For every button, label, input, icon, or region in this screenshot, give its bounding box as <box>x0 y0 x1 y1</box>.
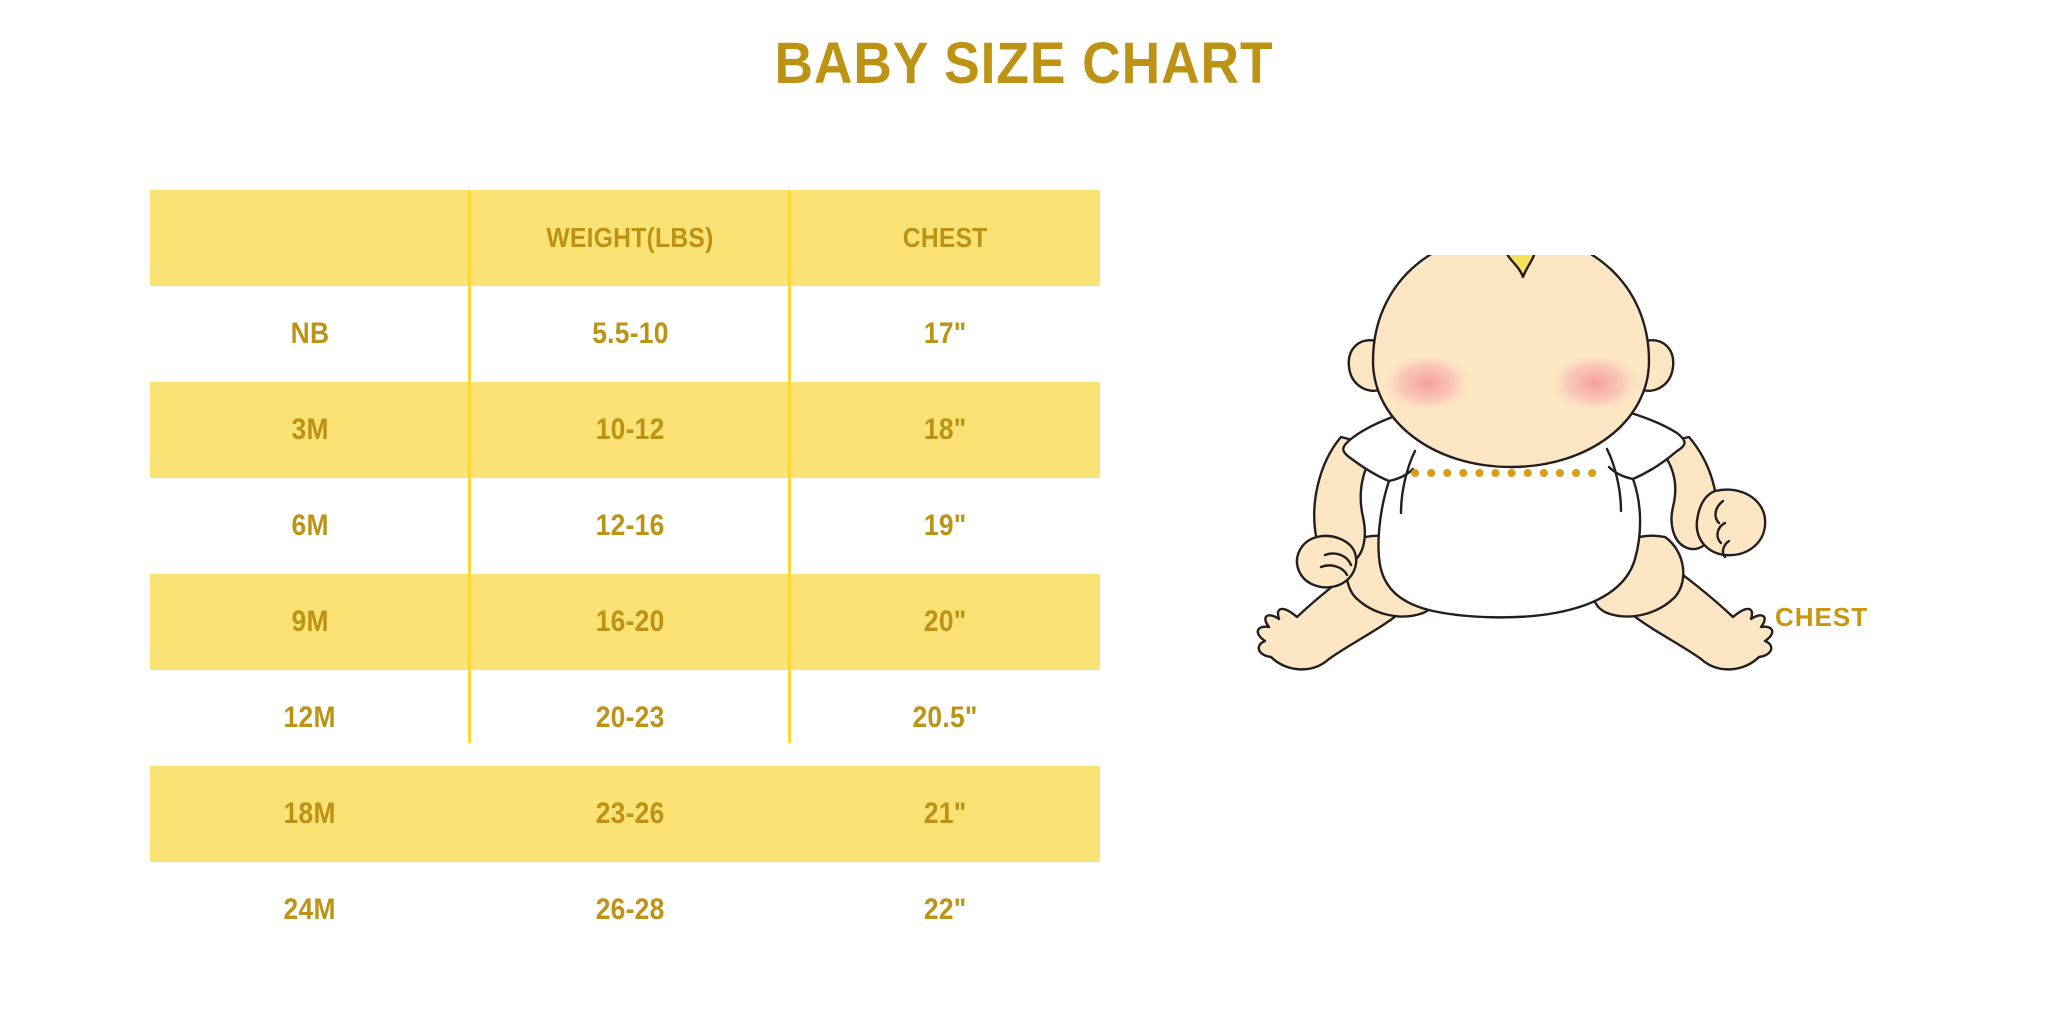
baby-hair-curl <box>1506 255 1536 279</box>
cell-chest: 18" <box>790 382 1100 478</box>
table-row: 6M 12-16 19" <box>150 478 1100 574</box>
cell-chest: 17" <box>790 286 1100 382</box>
column-header-chest: CHEST <box>790 190 1100 286</box>
cell-weight: 12-16 <box>470 478 790 574</box>
baby-onesie <box>1342 401 1686 619</box>
cell-size: 6M <box>150 478 470 574</box>
table-column-divider-2 <box>788 190 791 743</box>
cell-size: 12M <box>150 670 470 766</box>
table-row: 12M 20-23 20.5" <box>150 670 1100 766</box>
cell-weight: 10-12 <box>470 382 790 478</box>
cell-chest: 19" <box>790 478 1100 574</box>
baby-arm-left <box>1295 435 1381 589</box>
cell-weight: 26-28 <box>470 862 790 958</box>
cell-size: 18M <box>150 766 470 862</box>
baby-arm-right <box>1653 435 1767 559</box>
table-row: NB 5.5-10 17" <box>150 286 1100 382</box>
cell-chest: 20" <box>790 574 1100 670</box>
cell-weight: 23-26 <box>470 766 790 862</box>
table-column-divider-1 <box>468 190 471 743</box>
table-row: 24M 26-28 22" <box>150 862 1100 958</box>
table-header-row: WEIGHT(LBS) CHEST <box>150 190 1100 286</box>
cell-chest: 20.5" <box>790 670 1100 766</box>
cell-weight: 5.5-10 <box>470 286 790 382</box>
baby-illustration <box>1255 255 1775 675</box>
table-row: 3M 10-12 18" <box>150 382 1100 478</box>
chest-annotation-label: CHEST <box>1775 602 1869 632</box>
table-body: NB 5.5-10 17" 3M 10-12 18" 6M 12-16 19" … <box>150 286 1100 958</box>
column-header-weight: WEIGHT(LBS) <box>470 190 790 286</box>
size-chart-table: WEIGHT(LBS) CHEST NB 5.5-10 17" 3M 10-12… <box>150 190 1100 958</box>
column-header-size <box>150 190 470 286</box>
table-row: 18M 23-26 21" <box>150 766 1100 862</box>
page-title: BABY SIZE CHART <box>774 31 1274 96</box>
cell-chest: 21" <box>790 766 1100 862</box>
baby-cheek-left <box>1381 353 1473 413</box>
cell-size: 9M <box>150 574 470 670</box>
size-chart-table-wrapper: WEIGHT(LBS) CHEST NB 5.5-10 17" 3M 10-12… <box>150 190 1100 958</box>
cell-size: NB <box>150 286 470 382</box>
cell-size: 24M <box>150 862 470 958</box>
table-row: 9M 16-20 20" <box>150 574 1100 670</box>
cell-size: 3M <box>150 382 470 478</box>
baby-cheek-right <box>1549 353 1641 413</box>
cell-weight: 16-20 <box>470 574 790 670</box>
baby-head <box>1347 255 1675 469</box>
cell-weight: 20-23 <box>470 670 790 766</box>
cell-chest: 22" <box>790 862 1100 958</box>
